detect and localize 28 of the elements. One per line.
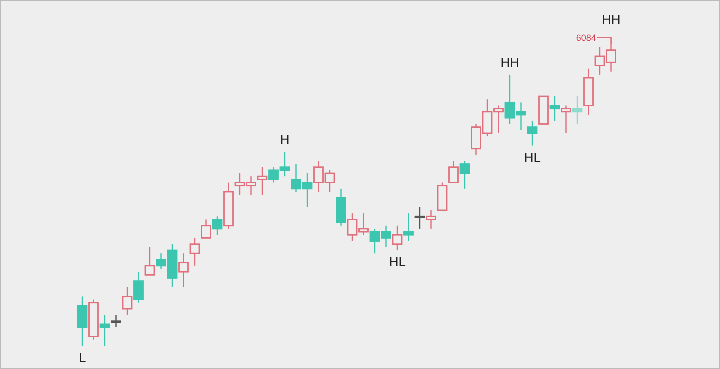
candlestick [111, 314, 122, 328]
candlestick [414, 206, 426, 230]
annotation: HH [602, 12, 621, 27]
annotation: HL [524, 150, 541, 165]
candlestick [190, 238, 200, 267]
candlestick [134, 271, 144, 304]
candlestick [561, 105, 572, 134]
candlestick [122, 286, 133, 316]
candlestick [201, 219, 212, 239]
annotation: HL [389, 254, 406, 270]
candlestick [257, 166, 268, 196]
candlestick [212, 216, 223, 236]
candlestick [404, 212, 414, 242]
candlestick [527, 120, 538, 146]
candlestick [460, 160, 470, 190]
candlestick [178, 253, 189, 288]
annotation: HH [500, 54, 520, 70]
candlestick [392, 225, 403, 252]
candlestick [448, 160, 459, 184]
candlestick [550, 96, 560, 122]
candlestick [572, 96, 583, 125]
annotation: H [280, 132, 290, 147]
annotation: 6084 [576, 33, 596, 43]
candlestick [144, 246, 156, 276]
candlestick [426, 210, 436, 230]
candlestick [77, 296, 88, 346]
annotation: L [79, 350, 86, 365]
candlestick [100, 314, 110, 346]
